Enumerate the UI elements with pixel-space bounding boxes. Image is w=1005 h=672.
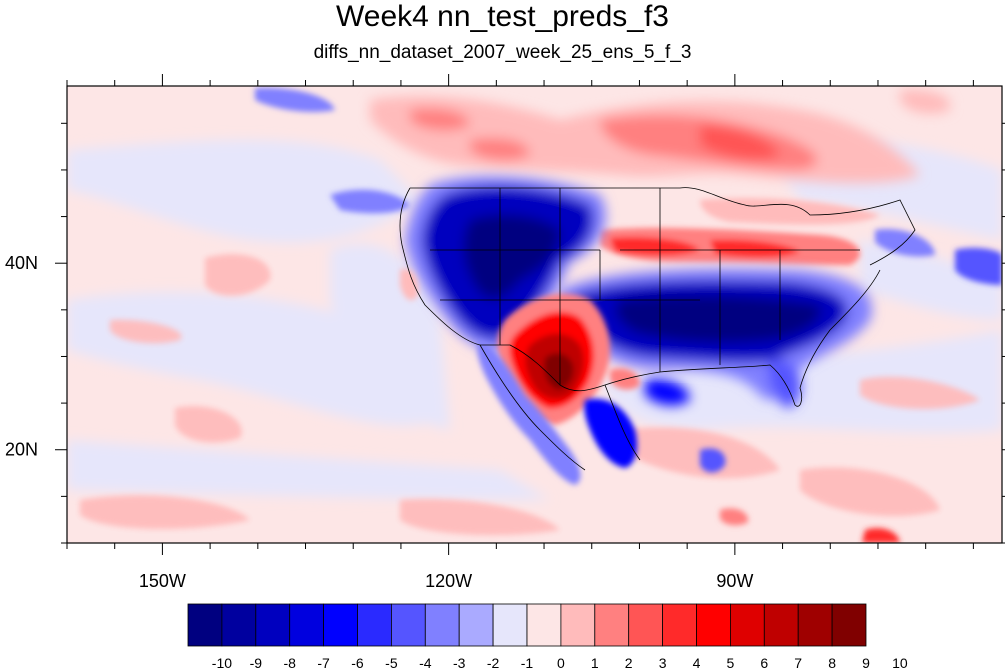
colorbar-swatch (594, 603, 630, 647)
colorbar-label: 8 (828, 655, 836, 671)
colorbar-label: 10 (892, 655, 908, 671)
colorbar-label: 1 (591, 655, 599, 671)
axis-ticks (55, 74, 1005, 555)
colorbar-label: 2 (625, 655, 633, 671)
colorbar-swatch (492, 603, 528, 647)
colorbar-swatch (255, 603, 291, 647)
colorbar-swatch (289, 603, 325, 647)
colorbar-swatch (628, 603, 664, 647)
colorbar-label: 5 (727, 655, 735, 671)
colorbar-swatch (221, 603, 257, 647)
colorbar-swatch (797, 603, 833, 647)
axis-tick-labels: 150W 120W 90W 20N 40N (5, 253, 753, 591)
colorbar-label: 9 (862, 655, 870, 671)
lon-tick-label: 90W (716, 571, 753, 591)
lon-tick-label: 120W (425, 571, 472, 591)
colorbar-label: -3 (453, 655, 466, 671)
colorbar-label: -5 (385, 655, 398, 671)
colorbar-label: -6 (351, 655, 364, 671)
colorbar-label: 6 (760, 655, 768, 671)
colorbar-label: 3 (659, 655, 667, 671)
colorbar-label: -4 (419, 655, 432, 671)
colorbar-swatch (662, 603, 697, 647)
map-subtitle: diffs_nn_dataset_2007_week_25_ens_5_f_3 (313, 42, 692, 63)
map-title: Week4 nn_test_preds_f3 (335, 0, 669, 33)
colorbar-swatch (357, 603, 392, 647)
colorbar-label: -1 (521, 655, 534, 671)
colorbar-swatch (831, 603, 867, 647)
colorbar-label: -9 (250, 655, 263, 671)
colorbar-swatch (187, 603, 223, 647)
colorbar-swatch (696, 603, 731, 647)
colorbar-swatch (458, 603, 494, 647)
colorbar-label: 7 (794, 655, 802, 671)
colorbar-label: -2 (487, 655, 500, 671)
colorbar-swatch (763, 603, 799, 647)
colorbar-label: -8 (283, 655, 296, 671)
colorbar-label: 4 (693, 655, 701, 671)
data-field (67, 87, 1002, 543)
colorbar-swatch (730, 603, 765, 647)
colorbar-swatch (526, 603, 562, 647)
colorbar-swatch (390, 603, 426, 647)
colorbar-label: 0 (557, 655, 565, 671)
lat-tick-label: 40N (5, 253, 38, 273)
lon-tick-label: 150W (139, 571, 186, 591)
colorbar-label: -10 (212, 655, 232, 671)
colorbar: -10 -9 -8 -7 -6 -5 -4 -3 -2 -1 0 1 2 3 4 5 6 7 8 9 10 (187, 603, 908, 671)
colorbar-swatch (323, 603, 358, 647)
lat-tick-label: 20N (5, 440, 38, 460)
map-frame (66, 85, 1003, 544)
colorbar-swatch (424, 603, 460, 647)
boundary-lines (399, 187, 916, 471)
colorbar-label: -7 (317, 655, 330, 671)
map-plot-area: 150W 120W 90W 20N 40N (5, 74, 1005, 591)
colorbar-swatch (560, 603, 596, 647)
